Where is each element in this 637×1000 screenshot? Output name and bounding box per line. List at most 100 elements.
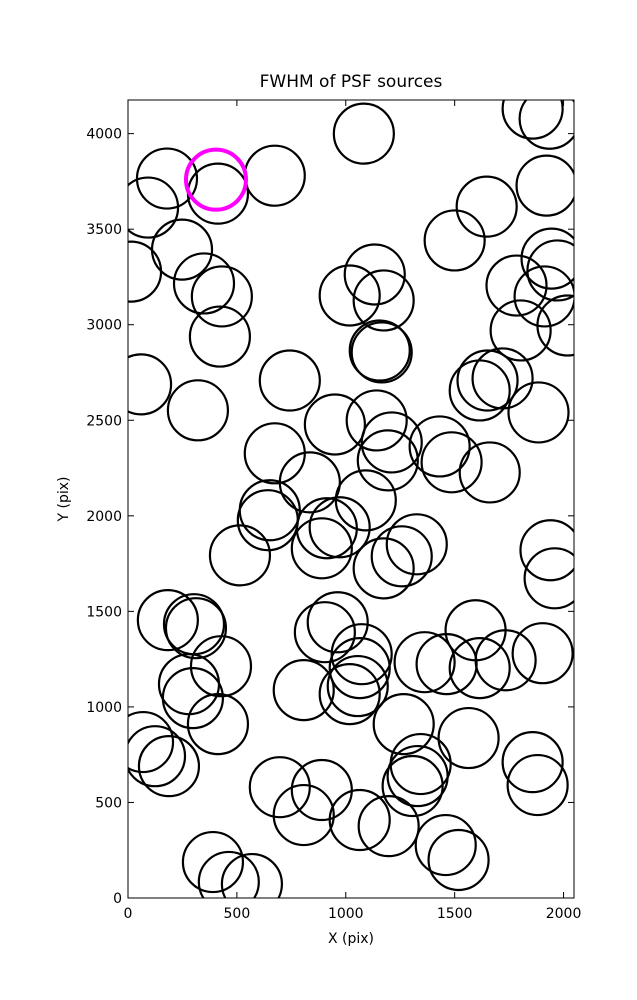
source-circle — [162, 593, 226, 656]
source-circle — [181, 830, 245, 894]
source-circle — [308, 496, 371, 559]
source-circle — [386, 744, 449, 808]
source-circle — [511, 622, 574, 685]
source-circle — [190, 265, 253, 328]
source-circle — [136, 589, 199, 652]
source-circle — [520, 227, 574, 290]
source-circle — [393, 631, 456, 694]
x-tick-label: 500 — [224, 906, 251, 922]
source-circle — [128, 176, 180, 239]
source-circle — [381, 754, 444, 818]
source-circle — [189, 635, 253, 698]
source-circle — [485, 254, 548, 317]
source-circle — [172, 252, 236, 315]
source-circle — [501, 731, 564, 794]
source-circle — [128, 353, 173, 416]
source-circle — [164, 597, 228, 660]
source-circle — [536, 294, 574, 357]
source-circle — [455, 175, 518, 238]
source-circle — [357, 795, 420, 858]
source-circle — [272, 658, 335, 722]
source-circle — [290, 517, 353, 580]
x-tick-label: 1000 — [328, 906, 364, 922]
y-tick-label: 3000 — [86, 318, 122, 334]
source-circle — [186, 162, 250, 225]
source-circle — [506, 753, 569, 817]
source-circle — [352, 537, 415, 600]
source-circle — [352, 269, 415, 332]
source-circle — [248, 756, 311, 819]
source-circle — [350, 321, 413, 384]
source-circle — [370, 525, 433, 588]
y-tick-label: 2500 — [86, 413, 122, 429]
source-circle — [243, 144, 306, 207]
source-circle — [458, 441, 521, 504]
source-circle — [188, 305, 252, 368]
source-circle — [507, 381, 570, 444]
source-circle — [448, 637, 511, 700]
source-circle — [318, 264, 381, 327]
source-circle — [243, 422, 306, 485]
source-circle — [272, 783, 335, 847]
source-circle — [128, 710, 175, 774]
source-circle — [220, 852, 284, 898]
source-circle — [360, 411, 423, 474]
plot-frame — [127, 99, 575, 899]
source-circle — [326, 654, 389, 718]
y-tick-label: 4000 — [86, 127, 122, 143]
plot-area — [128, 100, 574, 898]
source-circle — [489, 299, 552, 362]
source-circle — [137, 735, 201, 798]
source-circle — [526, 239, 574, 302]
source-circle — [328, 637, 391, 700]
source-circle — [345, 389, 408, 452]
source-circle — [332, 102, 395, 165]
source-circle — [518, 100, 574, 150]
source-circle — [408, 415, 471, 478]
source-circle — [183, 147, 248, 212]
source-circle — [513, 265, 574, 328]
source-circle — [166, 379, 230, 442]
source-circle — [456, 349, 519, 412]
source-circle — [318, 663, 381, 726]
source-circle — [258, 349, 321, 412]
source-circle — [328, 788, 391, 852]
y-axis-label: Y (pix) — [56, 477, 72, 523]
source-circle — [330, 623, 393, 686]
source-circle — [519, 519, 574, 582]
source-circle — [356, 429, 419, 492]
y-tick-label: 1500 — [86, 604, 122, 620]
source-circle — [471, 347, 534, 410]
source-circle — [295, 497, 358, 560]
y-tick-label: 2000 — [86, 509, 122, 525]
source-circle — [474, 629, 537, 692]
source-circle — [343, 243, 406, 306]
source-circle — [385, 513, 448, 576]
source-circle — [372, 693, 435, 756]
source-circle — [157, 653, 221, 716]
source-circle — [348, 319, 411, 382]
source-circle — [161, 667, 224, 730]
source-circle — [423, 209, 486, 272]
source-circle — [128, 725, 187, 788]
source-circle — [303, 393, 366, 456]
source-circle — [414, 813, 477, 877]
source-circle — [515, 154, 574, 217]
source-circle — [293, 601, 356, 664]
chart-title: FWHM of PSF sources — [260, 72, 443, 92]
y-tick-label: 3500 — [86, 222, 122, 238]
x-tick-label: 2000 — [546, 906, 582, 922]
source-circle — [501, 100, 564, 140]
y-tick-label: 0 — [113, 891, 122, 907]
source-circle — [128, 240, 163, 303]
source-circle — [186, 693, 250, 756]
source-circle — [208, 524, 272, 587]
source-circle — [523, 547, 574, 610]
x-tick-label: 0 — [124, 906, 133, 922]
x-tick-label: 1500 — [437, 906, 473, 922]
y-tick-label: 500 — [95, 795, 122, 811]
source-circle — [306, 591, 369, 654]
x-axis-label: X (pix) — [328, 931, 374, 947]
source-circle — [437, 706, 500, 770]
